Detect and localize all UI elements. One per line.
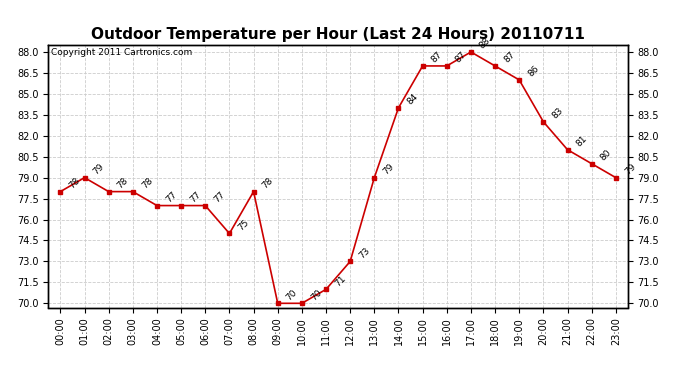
Text: 78: 78	[261, 176, 275, 190]
Text: 79: 79	[92, 162, 106, 176]
Text: 73: 73	[357, 246, 372, 260]
Text: 81: 81	[575, 134, 589, 148]
Text: 78: 78	[116, 176, 130, 190]
Text: 77: 77	[188, 190, 203, 204]
Text: 77: 77	[213, 190, 227, 204]
Text: 84: 84	[406, 92, 420, 106]
Text: 70: 70	[285, 287, 299, 302]
Text: 77: 77	[164, 190, 179, 204]
Title: Outdoor Temperature per Hour (Last 24 Hours) 20110711: Outdoor Temperature per Hour (Last 24 Ho…	[91, 27, 585, 42]
Text: 86: 86	[526, 64, 541, 78]
Text: 80: 80	[599, 148, 613, 162]
Text: 87: 87	[454, 50, 469, 64]
Text: 79: 79	[382, 162, 396, 176]
Text: 75: 75	[237, 217, 251, 232]
Text: 87: 87	[502, 50, 517, 64]
Text: 78: 78	[68, 176, 82, 190]
Text: 78: 78	[140, 176, 155, 190]
Text: 83: 83	[551, 106, 565, 120]
Text: 88: 88	[478, 36, 493, 51]
Text: Copyright 2011 Cartronics.com: Copyright 2011 Cartronics.com	[51, 48, 193, 57]
Text: 70: 70	[309, 287, 324, 302]
Text: 71: 71	[333, 273, 348, 288]
Text: 79: 79	[623, 162, 638, 176]
Text: 87: 87	[430, 50, 444, 64]
